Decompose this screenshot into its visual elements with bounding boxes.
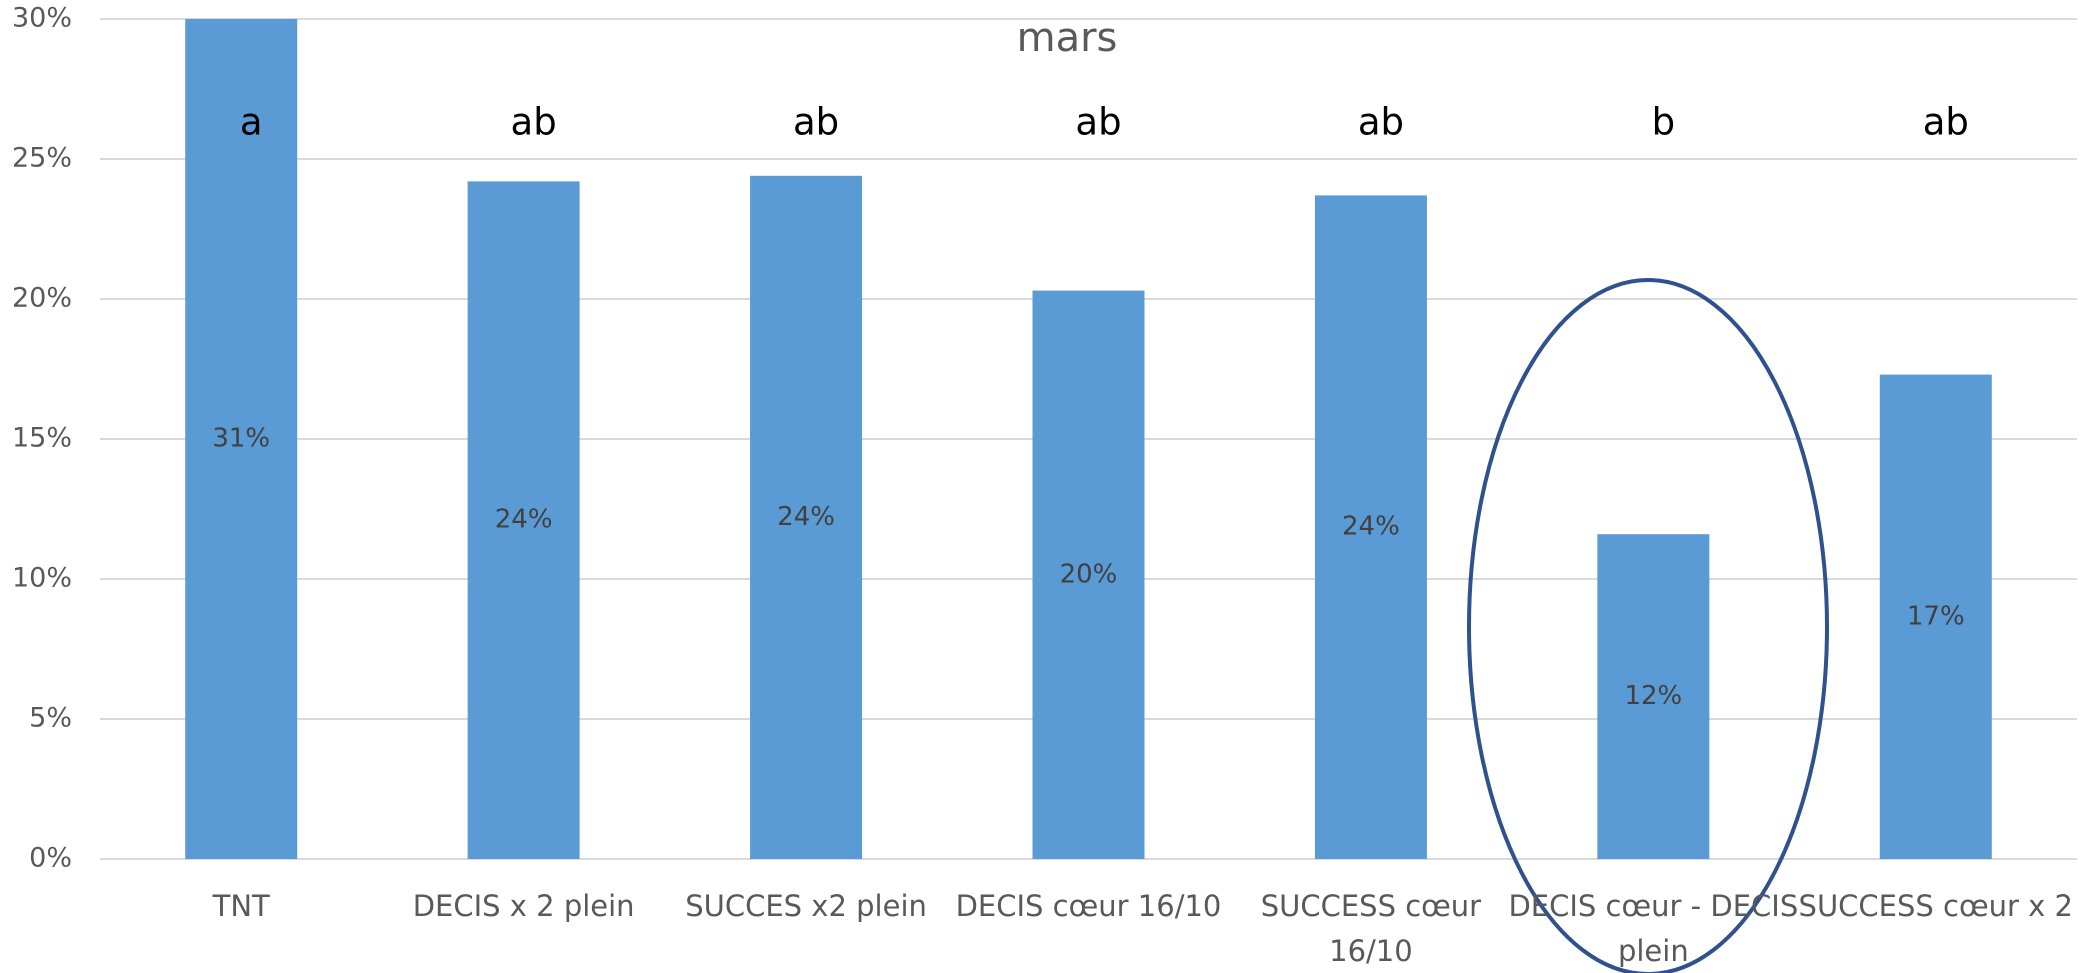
- value-label: 24%: [1342, 512, 1400, 542]
- significance-letter: ab: [1075, 101, 1121, 144]
- value-label: 24%: [777, 502, 835, 532]
- value-label: 31%: [212, 424, 270, 454]
- significance-letter: ab: [1358, 101, 1404, 144]
- bar: [185, 19, 298, 859]
- bar: [1597, 534, 1710, 859]
- y-tick-label: 5%: [29, 703, 72, 734]
- y-tick-label: 25%: [12, 143, 72, 174]
- significance-letter: b: [1652, 101, 1676, 144]
- x-tick-label: DECIS cœur - DECIS plein: [1508, 889, 1799, 968]
- x-tick-label: DECIS x 2 plein: [412, 889, 635, 923]
- significance-letter: ab: [511, 101, 557, 144]
- significance-letter: a: [240, 101, 263, 144]
- bar: [1032, 290, 1145, 860]
- bar: [1879, 374, 1992, 859]
- x-tick-label: SUCCES x2 plein: [685, 889, 927, 923]
- chart-title: mars: [1017, 15, 1118, 61]
- bar: [1314, 195, 1427, 859]
- x-tick-label: SUCCESS cœur x 2: [1798, 889, 2073, 923]
- x-tick-label: TNT: [212, 889, 270, 923]
- bar: [467, 181, 580, 859]
- value-label: 17%: [1907, 601, 1965, 631]
- x-tick-label: DECIS cœur 16/10: [955, 889, 1222, 923]
- value-label: 24%: [495, 505, 553, 535]
- value-label: 12%: [1624, 681, 1682, 711]
- y-tick-label: 15%: [12, 423, 72, 454]
- y-tick-label: 10%: [12, 563, 72, 594]
- x-tick-label: SUCCESS cœur 16/10: [1260, 889, 1482, 968]
- y-tick-label: 0%: [29, 843, 72, 874]
- y-tick-label: 20%: [12, 283, 72, 314]
- y-tick-label: 30%: [12, 3, 72, 34]
- significance-letter: ab: [1923, 101, 1969, 144]
- value-label: 20%: [1060, 559, 1118, 589]
- significance-letter: ab: [793, 101, 839, 144]
- bar: [750, 175, 863, 860]
- highlight-ellipse: [1467, 278, 1829, 973]
